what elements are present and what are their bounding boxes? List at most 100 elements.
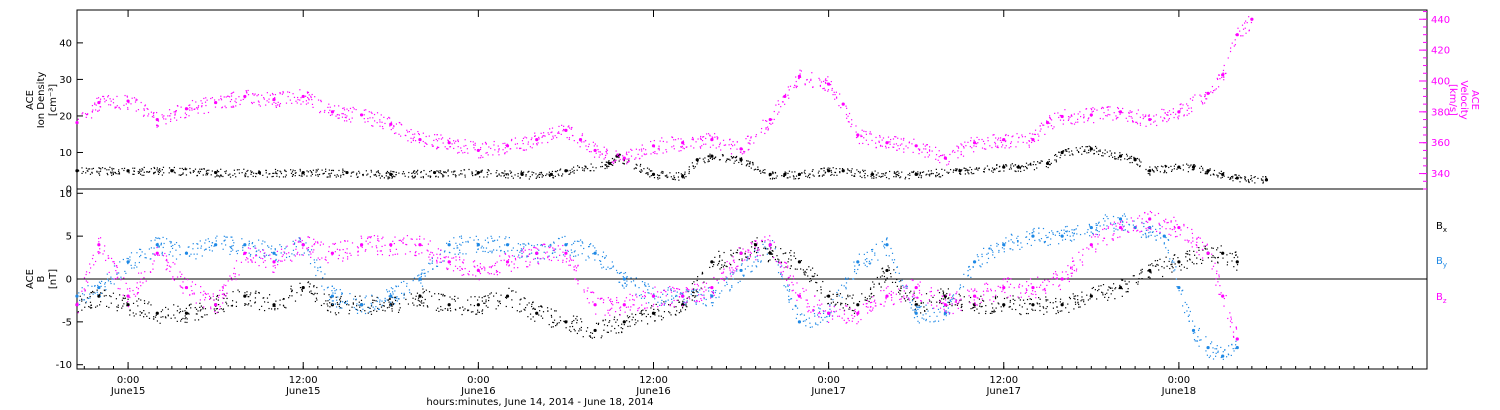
velocity-s0-texture <box>485 142 487 145</box>
bfield-s1-texture <box>540 244 542 246</box>
bfield-s1-texture <box>158 237 160 239</box>
bfield-s0-texture <box>694 296 696 298</box>
bfield-s0-texture <box>147 303 149 305</box>
density-s0-texture <box>196 174 199 177</box>
velocity-s0-texture <box>1189 98 1192 100</box>
velocity-s0-texture <box>835 91 837 93</box>
bfield-s0-texture <box>684 309 687 311</box>
velocity-s0-texture <box>162 116 164 118</box>
density-s0-texture <box>199 170 202 173</box>
bfield-s0-texture <box>1107 299 1109 301</box>
bfield-s0-texture <box>1020 313 1022 316</box>
bfield-s0-texture <box>487 299 490 302</box>
velocity-s0-texture <box>118 107 120 109</box>
bfield-s0-texture <box>1102 294 1104 296</box>
bfield-s1-texture <box>295 246 297 248</box>
bfield-s0-texture <box>1121 279 1123 281</box>
density-s0-texture <box>1088 152 1090 154</box>
bfield-s0-texture <box>802 269 804 271</box>
bfield-s0-texture <box>110 295 112 298</box>
bfield-s0-texture <box>104 289 106 292</box>
bfield-s1-texture <box>275 254 278 256</box>
velocity-s0-texture <box>701 145 703 147</box>
density-s0-texture <box>614 161 616 163</box>
velocity-s0-texture <box>1077 113 1079 115</box>
bfield-s0-texture <box>767 261 769 263</box>
density-s0-texture <box>1104 153 1106 155</box>
density-s0-texture <box>88 168 91 170</box>
velocity-s0-texture <box>1212 89 1215 92</box>
bfield-s0-texture <box>1042 307 1045 309</box>
velocity-s0-texture <box>1010 146 1012 148</box>
density-s0-texture <box>949 168 952 171</box>
bfield-s0-texture <box>299 286 302 289</box>
density-s0-texture <box>284 169 286 171</box>
density-s0-texture <box>832 167 834 169</box>
density-s0-texture <box>429 170 431 173</box>
velocity-s0-texture <box>892 138 895 140</box>
density-s0-texture <box>87 168 89 170</box>
bfield-s1-texture <box>136 266 138 268</box>
bfield-s1-texture <box>109 281 112 283</box>
bfield-s0-texture <box>1098 285 1100 287</box>
velocity-s0-texture <box>292 93 294 95</box>
velocity-s0-texture <box>235 98 237 100</box>
velocity-s0-texture <box>140 101 142 104</box>
bfield-s0-texture <box>1104 296 1106 298</box>
bfield-s0-texture <box>772 256 774 258</box>
bfield-s0-texture <box>796 268 798 270</box>
velocity-s0-texture <box>937 159 939 161</box>
bfield-s0-texture <box>373 309 375 312</box>
velocity-s0-texture <box>552 135 554 137</box>
density-s0-point-31 <box>1060 150 1064 155</box>
density-s0-texture <box>121 167 123 170</box>
bfield-s0-texture <box>765 247 767 249</box>
density-s0-texture <box>420 171 422 173</box>
velocity-s0-texture <box>885 147 887 149</box>
bfield-s0-texture <box>741 258 743 260</box>
density-s0-texture <box>947 172 949 174</box>
velocity-s0-texture <box>253 101 255 104</box>
bfield-s0-texture <box>722 266 725 268</box>
bfield-s1-texture <box>215 240 217 242</box>
bfield-s0-texture <box>820 286 822 288</box>
bfield-s1-texture <box>610 267 612 269</box>
velocity-s0-texture <box>630 148 632 150</box>
density-s0-texture <box>317 175 319 177</box>
bfield-s0-texture <box>550 316 553 318</box>
density-s0-texture <box>142 169 144 171</box>
density-s0-texture <box>272 172 274 175</box>
velocity-s0-texture <box>247 89 249 92</box>
velocity-s0-texture <box>824 81 827 84</box>
density-s0-texture <box>258 170 260 172</box>
velocity-s0-texture <box>369 117 371 119</box>
bfield-s0-texture <box>1067 303 1069 305</box>
bfield-s1-texture <box>355 308 357 310</box>
bottom-ytick-label-1: -5 <box>62 317 72 328</box>
density-s0-texture <box>725 161 727 163</box>
density-s0-texture <box>926 173 928 175</box>
bfield-s1-texture <box>739 280 741 282</box>
bfield-s0-texture <box>615 321 617 323</box>
velocity-s0-texture <box>991 146 993 149</box>
velocity-s0-texture <box>116 105 118 107</box>
bfield-s0-texture <box>420 301 422 303</box>
velocity-s0-texture <box>760 127 763 130</box>
bfield-s0-texture <box>1135 281 1137 284</box>
density-s0-texture <box>888 178 890 180</box>
bfield-s0-texture <box>891 281 894 283</box>
density-s0-texture <box>452 173 454 176</box>
bfield-s1-texture <box>197 247 199 249</box>
density-s0-texture <box>763 172 765 174</box>
bfield-s0-texture <box>232 291 234 293</box>
velocity-s0-texture <box>566 129 568 131</box>
density-s0-texture <box>1079 147 1081 149</box>
density-s0-texture <box>294 172 296 174</box>
bfield-s0-texture <box>1161 265 1163 268</box>
bfield-s0-texture <box>782 253 784 255</box>
density-s0-texture <box>391 173 394 175</box>
velocity-s0-texture <box>492 154 494 156</box>
velocity-s0-texture <box>153 116 155 118</box>
velocity-s0-texture <box>788 89 790 91</box>
velocity-s0-texture <box>480 157 482 159</box>
